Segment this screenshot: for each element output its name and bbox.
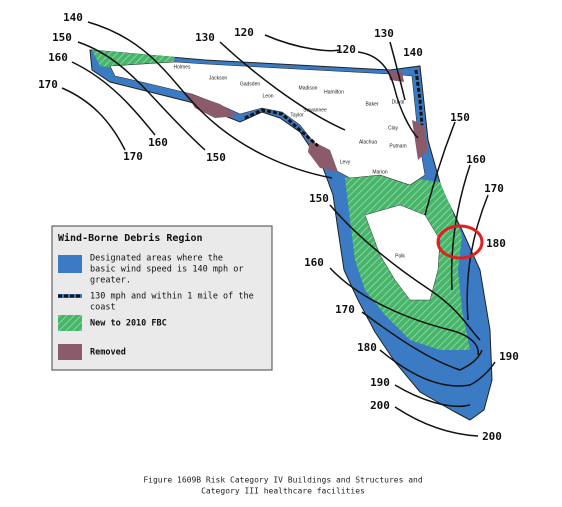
- contour-label: 160: [304, 256, 324, 269]
- legend-label: Removed: [90, 348, 126, 358]
- county-label: Hamilton: [324, 89, 344, 95]
- county-label: Alachua: [359, 139, 377, 145]
- contour-label: 140: [63, 11, 83, 24]
- contour-label: 200: [482, 430, 502, 443]
- contour-label: 120: [234, 26, 254, 39]
- county-label: Polk: [395, 253, 405, 259]
- contour-label: 190: [370, 376, 390, 389]
- contour-label: 170: [123, 150, 143, 163]
- contour-label: 200: [370, 399, 390, 412]
- contour-line: [389, 41, 406, 101]
- contour-label: 120: [336, 43, 356, 56]
- county-label: Clay: [388, 125, 399, 131]
- legend-label: greater.: [90, 276, 131, 286]
- contour-line: [87, 21, 333, 179]
- county-label: Duval: [392, 99, 405, 105]
- county-label: Baker: [365, 101, 378, 107]
- contour-line: [77, 41, 206, 151]
- legend-label: Designated areas where the: [90, 254, 223, 264]
- coastal-130-line: [244, 108, 319, 148]
- removed-area: [412, 120, 428, 160]
- caption: Category III healthcare facilities: [201, 487, 365, 496]
- county-label: Jackson: [209, 75, 228, 81]
- contour-line: [264, 34, 341, 52]
- contour-line: [329, 204, 481, 341]
- contours: [61, 21, 496, 437]
- contour-line: [219, 41, 346, 131]
- county-label: Madison: [299, 85, 318, 91]
- caption: Figure 1609B Risk Category IV Buildings …: [143, 476, 423, 485]
- contour-label: 130: [374, 27, 394, 40]
- contour-line: [466, 194, 489, 321]
- legend-label: coast: [90, 303, 116, 313]
- contour-line: [329, 267, 479, 356]
- legend: Wind-Borne Debris Region Designated area…: [51, 225, 273, 371]
- contour-line: [361, 311, 483, 371]
- county-label: Gadsden: [240, 81, 261, 87]
- contour-label: 170: [484, 182, 504, 195]
- contour-label: 190: [499, 350, 519, 363]
- contour-line: [71, 61, 156, 136]
- contour-label: 160: [148, 136, 168, 149]
- contour-label: 150: [206, 151, 226, 164]
- contour-label: 180: [357, 341, 377, 354]
- labels: 140 150 160 170 170 160 150 130 120 120 130 140 150 1…: [38, 11, 519, 443]
- contour-line: [394, 406, 479, 437]
- county-label: Leon: [262, 93, 273, 99]
- annotation-circle: [436, 224, 484, 260]
- legend-label: New to 2010 FBC: [90, 319, 167, 329]
- county-label: Taylor: [290, 112, 304, 118]
- legend-title: Wind-Borne Debris Region: [58, 232, 203, 244]
- legend-swatch: [58, 255, 82, 273]
- white-central: [364, 204, 441, 301]
- contour-label: 150: [450, 111, 470, 124]
- contour-label: 170: [38, 78, 58, 91]
- contour-line: [379, 349, 496, 387]
- contour-label: 180: [486, 237, 506, 250]
- legend-box: [51, 225, 273, 371]
- contour-label: 150: [52, 31, 72, 44]
- coastal-130-line: [414, 69, 424, 126]
- county-label: Putnam: [389, 143, 406, 149]
- county-label: Holmes: [174, 64, 191, 70]
- legend-label: basic wind speed is 140 mph or: [90, 265, 244, 275]
- white-north: [109, 61, 426, 186]
- contour-label: 140: [403, 46, 423, 59]
- county-label: Levy: [340, 159, 351, 165]
- contour-label: 130: [195, 31, 215, 44]
- legend-label: 130 mph and within 1 mile of the: [90, 292, 254, 302]
- county-label: Suwannee: [303, 107, 327, 113]
- removed-area: [308, 140, 338, 172]
- legend-swatch: [58, 315, 82, 331]
- contour-label: 170: [335, 303, 355, 316]
- contour-line: [61, 87, 126, 151]
- contour-line: [424, 121, 456, 216]
- contour-line: [357, 51, 419, 139]
- contour-label: 160: [466, 153, 486, 166]
- contour-label: 150: [309, 192, 329, 205]
- removed-area: [185, 92, 238, 118]
- contour-line: [394, 384, 471, 408]
- florida: [89, 49, 493, 421]
- contour-line: [450, 164, 471, 291]
- county-label: Marion: [372, 169, 388, 175]
- contour-label: 160: [48, 51, 68, 64]
- legend-swatch: [58, 344, 82, 360]
